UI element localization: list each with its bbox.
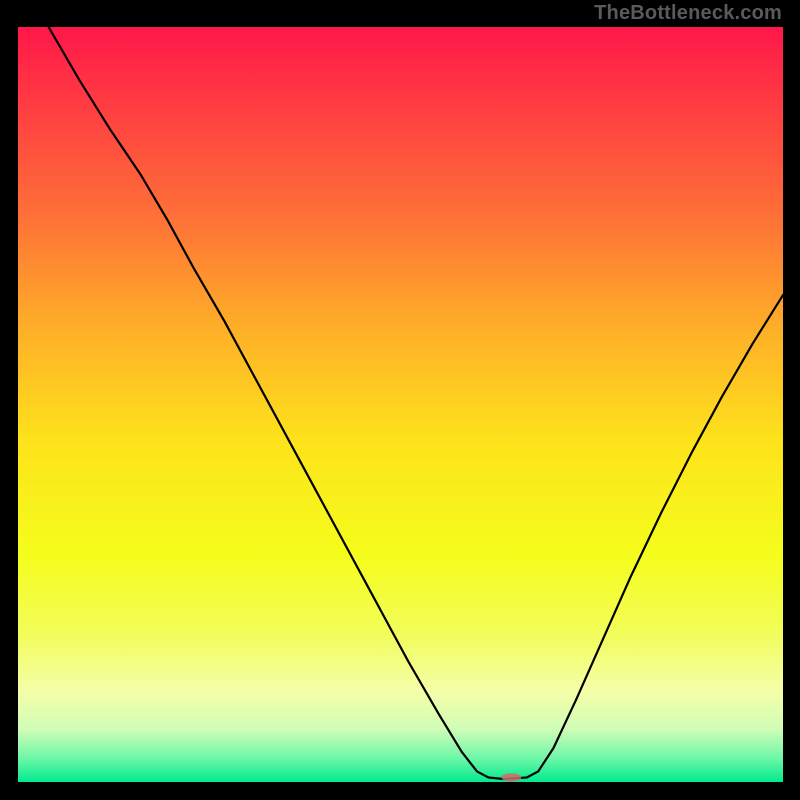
minimum-marker xyxy=(501,773,521,781)
bottleneck-chart xyxy=(0,0,800,800)
chart-root: { "attribution": "TheBottleneck.com", "c… xyxy=(0,0,800,800)
attribution-text: TheBottleneck.com xyxy=(594,2,782,25)
plot-background xyxy=(18,27,783,782)
